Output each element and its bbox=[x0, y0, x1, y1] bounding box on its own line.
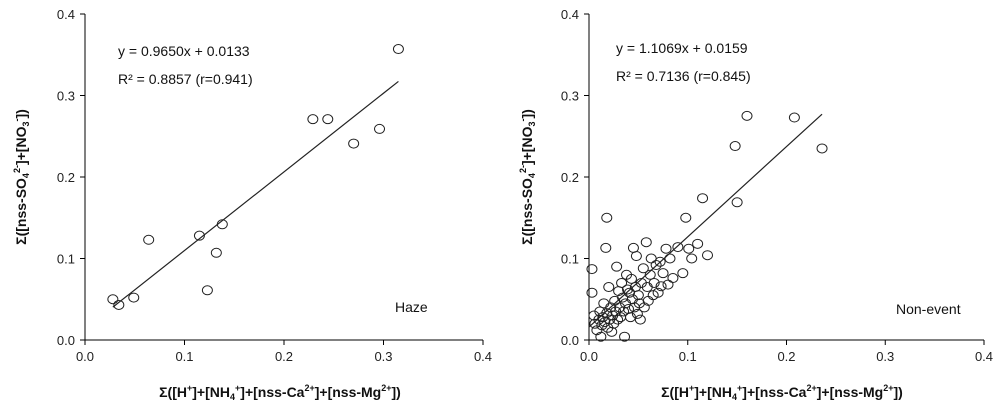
regression-equation: y = 1.1069x + 0.0159 bbox=[616, 40, 748, 56]
x-tick-label: 0.1 bbox=[175, 349, 193, 364]
data-point bbox=[630, 251, 642, 262]
data-point bbox=[686, 253, 698, 264]
data-point bbox=[652, 287, 664, 298]
data-point bbox=[193, 230, 205, 241]
data-point bbox=[596, 320, 608, 331]
y-tick-label: 0.0 bbox=[57, 333, 75, 348]
data-point bbox=[662, 279, 674, 290]
data-point bbox=[680, 212, 692, 223]
regression-line bbox=[588, 113, 823, 328]
data-point bbox=[603, 282, 615, 293]
data-point bbox=[128, 292, 140, 303]
data-point bbox=[657, 268, 669, 279]
data-point bbox=[627, 242, 639, 253]
data-point bbox=[322, 114, 334, 125]
y-tick-label: 0.1 bbox=[561, 252, 579, 267]
y-tick-label: 0.3 bbox=[561, 89, 579, 104]
data-point bbox=[598, 298, 610, 309]
data-point bbox=[664, 253, 676, 264]
panel-annotation: Haze bbox=[395, 299, 428, 315]
x-tick-label: 0.3 bbox=[876, 349, 894, 364]
x-tick-label: 0.4 bbox=[975, 349, 993, 364]
x-tick-label: 0.4 bbox=[474, 349, 492, 364]
y-tick-label: 0.1 bbox=[57, 252, 75, 267]
data-point bbox=[595, 331, 607, 342]
x-tick-label: 0.2 bbox=[275, 349, 293, 364]
data-point bbox=[307, 114, 319, 125]
data-point bbox=[683, 243, 695, 254]
data-point bbox=[677, 268, 689, 279]
y-axis-label: Σ([nss-SO42-]+[NO3-]) bbox=[12, 109, 31, 245]
r-squared-label: R² = 0.7136 (r=0.845) bbox=[616, 68, 751, 84]
r-squared-label: R² = 0.8857 (r=0.941) bbox=[118, 71, 253, 87]
data-point bbox=[392, 44, 404, 55]
regression-equation: y = 0.9650x + 0.0133 bbox=[118, 43, 250, 59]
data-point bbox=[374, 123, 386, 134]
data-point bbox=[731, 197, 743, 208]
data-point bbox=[143, 234, 155, 245]
y-axis-label: Σ([nss-SO42-]+[NO3-]) bbox=[518, 109, 537, 245]
data-point bbox=[729, 141, 741, 152]
data-point bbox=[697, 193, 709, 204]
x-tick-label: 0.1 bbox=[679, 349, 697, 364]
data-point bbox=[594, 306, 606, 317]
y-tick-label: 0.4 bbox=[57, 7, 75, 22]
data-point bbox=[650, 260, 662, 271]
data-point bbox=[654, 256, 666, 267]
data-point bbox=[702, 250, 713, 261]
data-point bbox=[648, 277, 660, 288]
data-point bbox=[788, 112, 800, 123]
data-point bbox=[632, 290, 644, 301]
panel-annotation: Non-event bbox=[896, 301, 961, 317]
data-point bbox=[201, 285, 213, 296]
data-point bbox=[612, 314, 624, 325]
x-axis-label: Σ([H+]+[NH4+]+[nss-Ca2+]+[nss-Mg2+]) bbox=[661, 383, 903, 402]
data-point bbox=[625, 273, 637, 284]
y-tick-label: 0.2 bbox=[57, 170, 75, 185]
data-point bbox=[611, 261, 623, 272]
data-point bbox=[672, 242, 684, 253]
data-point bbox=[624, 312, 636, 323]
data-point bbox=[619, 331, 631, 342]
data-point bbox=[637, 263, 649, 274]
data-point bbox=[741, 110, 753, 121]
haze-panel: 0.0 0.1 0.2 0.3 0.4 0.0 0.1 0.2 0.3 0.4 y = 0.9650… bbox=[12, 7, 492, 402]
data-point bbox=[107, 294, 119, 305]
data-point bbox=[634, 314, 646, 325]
regression-line bbox=[112, 80, 399, 308]
y-tick-label: 0.4 bbox=[561, 7, 579, 22]
data-point bbox=[660, 243, 672, 254]
data-point bbox=[655, 281, 667, 292]
data-point bbox=[601, 212, 613, 223]
data-point bbox=[667, 273, 679, 284]
x-tick-label: 0.2 bbox=[777, 349, 795, 364]
data-point bbox=[640, 237, 652, 248]
data-point bbox=[216, 219, 228, 230]
data-point bbox=[631, 308, 643, 319]
data-point bbox=[644, 269, 656, 280]
data-point bbox=[586, 264, 598, 275]
y-tick-label: 0.0 bbox=[561, 333, 579, 348]
data-point bbox=[616, 277, 628, 288]
data-point bbox=[586, 287, 598, 298]
data-point bbox=[210, 247, 222, 258]
non-event-panel: 0.0 0.1 0.2 0.3 0.4 0.0 0.1 0.2 0.3 0.4 y = 1.1069… bbox=[518, 7, 993, 402]
y-tick-label: 0.3 bbox=[57, 89, 75, 104]
data-point bbox=[600, 242, 612, 253]
data-point bbox=[601, 308, 613, 319]
data-point bbox=[113, 299, 125, 310]
y-tick-label: 0.2 bbox=[561, 170, 579, 185]
data-point bbox=[692, 238, 704, 249]
x-tick-label: 0.0 bbox=[76, 349, 94, 364]
x-axis-label: Σ([H+]+[NH4+]+[nss-Ca2+]+[nss-Mg2+]) bbox=[159, 383, 401, 402]
data-point bbox=[816, 143, 828, 154]
x-tick-label: 0.0 bbox=[580, 349, 598, 364]
data-point bbox=[348, 138, 360, 149]
x-tick-label: 0.3 bbox=[374, 349, 392, 364]
